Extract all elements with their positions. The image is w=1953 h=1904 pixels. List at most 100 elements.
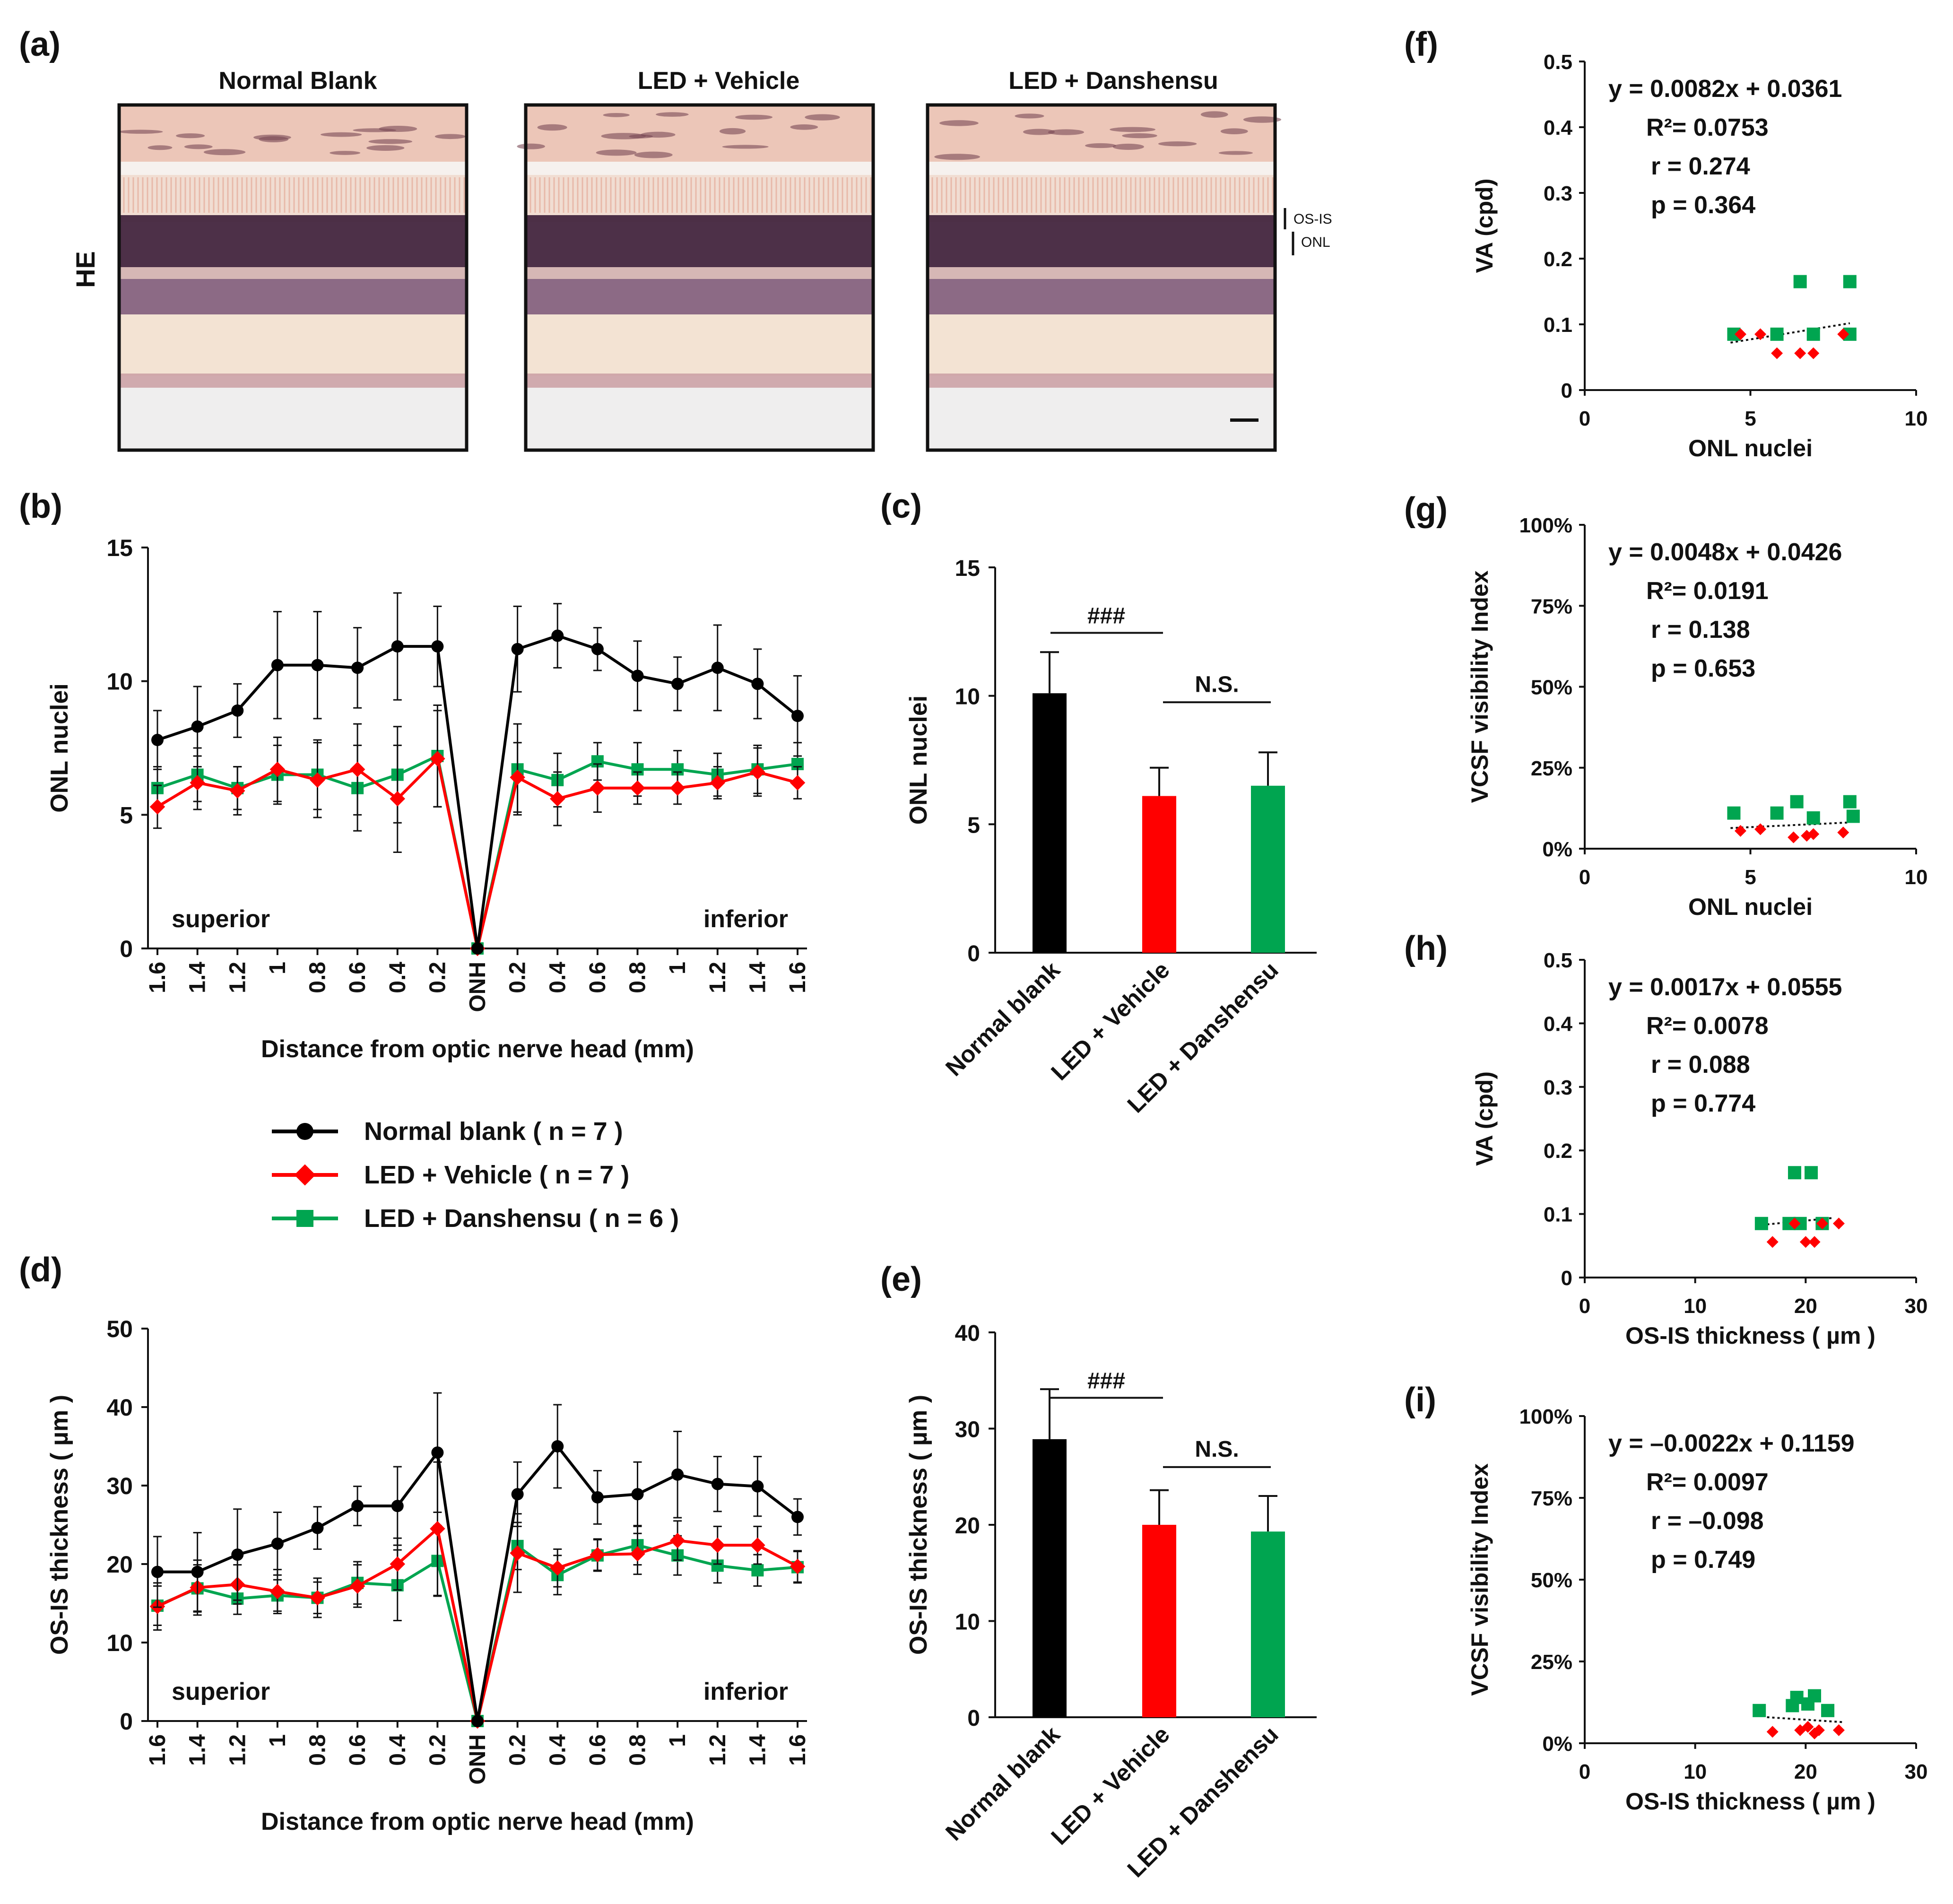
scatter-point-vehicle (1734, 328, 1746, 340)
legend: Normal blank ( n = 7 ) LED + Vehicle ( n … (272, 1117, 679, 1233)
he-choroid-nucleus (1048, 129, 1085, 135)
data-point-normal (671, 1468, 684, 1481)
he-frame (926, 103, 1277, 452)
data-point-vehicle (710, 775, 725, 791)
significance-label-2: N.S. (1195, 672, 1239, 697)
he-inl-layer (119, 279, 467, 314)
x-tick-label: 10 (1684, 1760, 1707, 1783)
he-inl-layer (928, 279, 1275, 314)
data-point-vehicle (790, 1558, 806, 1574)
regression-stat-3: r = –0.098 (1651, 1507, 1764, 1535)
he-choroid-nucleus (719, 128, 746, 135)
panel-letter-c: (c) (880, 487, 922, 525)
y-tick-label: 0 (1561, 379, 1572, 402)
x-tick-label: 0.2 (425, 1734, 450, 1766)
y-axis-title: VCSF visibility Index (1467, 570, 1493, 803)
scatter-point-vehicle (1754, 328, 1767, 340)
x-tick-label: 30 (1905, 1295, 1928, 1318)
legend-label-normal: Normal blank ( n = 7 ) (364, 1117, 623, 1146)
scatter-point-vehicle (1799, 1236, 1812, 1248)
data-point-vehicle (349, 1578, 365, 1594)
x-axis-title: Distance from optic nerve head (mm) (261, 1808, 694, 1835)
x-tick-label: 1.2 (225, 1734, 250, 1766)
y-tick-label: 0 (967, 1706, 980, 1731)
y-tick-label: 0.5 (1544, 949, 1572, 972)
he-choroid-nucleus (176, 133, 205, 139)
he-choroid-nucleus (1112, 143, 1144, 150)
y-tick-label: 40 (106, 1394, 133, 1421)
data-point-normal (351, 661, 364, 674)
he-inl-layer (526, 279, 873, 314)
y-tick-label: 0.2 (1544, 248, 1572, 271)
data-point-vehicle (669, 780, 686, 796)
va-vs-os-is-scatter: 0 0.1 0.2 0.3 0.4 0.5 0 10 20 30 OS-IS thickness (… (1471, 949, 1927, 1349)
vcsf-vs-onl-scatter: 0% 25% 50% 75% 100% 0 5 10 ONL nuclei VCSF visibi… (1467, 514, 1927, 920)
scatter-point-danshensu (1788, 1166, 1801, 1180)
he-choroid-nucleus (434, 134, 466, 139)
data-point-vehicle (269, 761, 286, 777)
y-tick-label: 5 (120, 802, 133, 828)
y-tick-label: 30 (955, 1417, 980, 1443)
x-tick-label: 0 (1579, 866, 1590, 889)
y-tick-label: 0% (1542, 1732, 1572, 1756)
scatter-point-danshensu (1806, 811, 1820, 825)
he-choroid-nucleus (368, 139, 413, 144)
he-choroid-nucleus (939, 120, 979, 126)
y-tick-label: 10 (106, 669, 133, 695)
panel-letter-i: (i) (1404, 1381, 1436, 1419)
data-point-normal (471, 1715, 484, 1727)
x-axis-title: ONL nuclei (1688, 435, 1813, 461)
panel-letter-d: (d) (19, 1251, 62, 1289)
data-point-vehicle (790, 775, 806, 791)
data-point-vehicle (750, 1537, 765, 1553)
scatter-point-danshensu (1790, 795, 1804, 809)
he-choroid-nucleus (148, 145, 173, 150)
scatter-point-vehicle (1813, 1724, 1825, 1736)
bar-normal (1033, 1439, 1067, 1717)
scale-bar (1230, 418, 1259, 422)
regression-stat-1: y = 0.0082x + 0.0361 (1608, 75, 1842, 103)
panel-letter-h: (h) (1404, 930, 1448, 967)
scatter-point-vehicle (1766, 1236, 1779, 1248)
os-is-thickness-line-chart: 0 10 20 30 40 50 1.6 1.4 1.2 1 0.8 0.6 0.4 0.2 ONH 0.2 0… (46, 1316, 810, 1835)
he-gcl-layer (119, 374, 467, 388)
scatter-point-danshensu (1754, 1217, 1768, 1230)
data-point-danshensu (751, 1564, 764, 1577)
x-tick-label: 1 (265, 1734, 290, 1747)
he-os-is-layer (928, 175, 1275, 222)
bar-danshensu (1251, 1531, 1285, 1717)
data-point-normal (311, 1521, 324, 1534)
y-tick-label: 15 (955, 556, 980, 581)
he-choroid-nucleus (1015, 113, 1044, 119)
scatter-point-vehicle (1832, 1724, 1845, 1736)
significance-label-1: ### (1087, 604, 1125, 629)
y-tick-label: 100% (1519, 514, 1572, 537)
he-choroid-nucleus (353, 128, 397, 132)
data-point-normal (151, 734, 164, 747)
data-point-normal (591, 643, 604, 655)
data-point-vehicle (149, 799, 165, 815)
data-point-vehicle (550, 1560, 565, 1576)
data-point-normal (231, 1548, 244, 1561)
he-opl-layer (119, 267, 467, 279)
y-axis-title: VA (cpd) (1471, 1071, 1498, 1166)
significance-label-2: N.S. (1195, 1437, 1239, 1462)
x-tick-label: 1.4 (745, 1734, 770, 1766)
data-point-vehicle (750, 764, 765, 780)
histology-title-danshensu: LED + Danshensu (1008, 67, 1218, 95)
x-tick-label: 0.6 (345, 1734, 370, 1766)
scatter-point-vehicle (1808, 1236, 1821, 1248)
panel-letter-b: (b) (19, 487, 62, 525)
bar-vehicle (1142, 1525, 1176, 1717)
x-tick-label: 1 (265, 962, 290, 974)
x-axis-title: ONL nuclei (1688, 894, 1813, 920)
data-point-normal (431, 1446, 444, 1459)
series-normal (151, 592, 804, 955)
x-tick-label: 0.4 (545, 1734, 570, 1766)
he-choroid-nucleus (1220, 128, 1248, 135)
region-label-superior: superior (172, 1678, 270, 1705)
he-choroid-nucleus (1110, 127, 1156, 132)
legend-marker-danshensu (296, 1210, 313, 1227)
scatter-point-danshensu (1843, 795, 1857, 809)
data-point-vehicle (269, 1583, 286, 1600)
